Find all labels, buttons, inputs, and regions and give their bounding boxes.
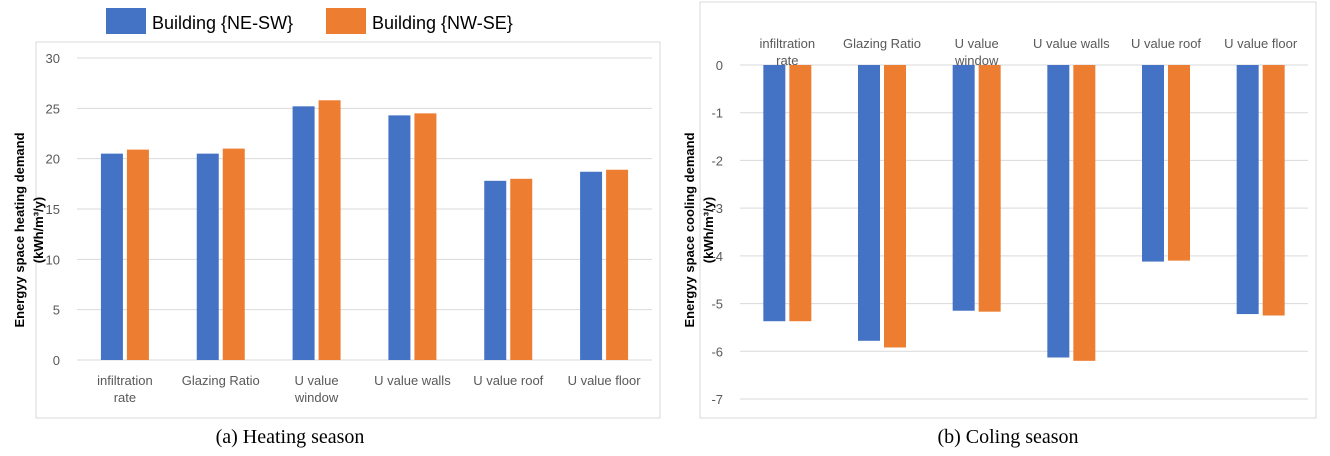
cooling-bar-nw-se [1168, 65, 1190, 261]
heating-category-label: rate [114, 390, 136, 405]
heating-bar-ne-sw [100, 153, 123, 360]
caption-heating: (a) Heating season [216, 426, 365, 448]
heating-bar-nw-se [510, 178, 533, 360]
cooling-category-label: U value floor [1224, 36, 1298, 51]
heating-chart: 0 5 10 15 20 25 30 infiltration rate Glazing Rati… [12, 51, 652, 405]
heating-bar-nw-se [414, 113, 437, 360]
cooling-category-label: U value walls [1033, 36, 1110, 51]
heating-category-label: window [294, 390, 339, 405]
cooling-ytick-label: -5 [711, 297, 723, 312]
heating-yaxis-label: (kWh/m³/y) [31, 197, 46, 263]
cooling-bar-ne-sw [763, 65, 786, 322]
cooling-yaxis-label: (kWh/m³/y) [701, 197, 716, 263]
heating-bar-ne-sw [580, 171, 603, 360]
cooling-category-label: window [954, 53, 999, 68]
heating-yaxis-label: Energyy space heating demand [12, 132, 27, 327]
cooling-bar-nw-se [978, 65, 1001, 312]
cooling-bar-nw-se [789, 65, 812, 322]
cooling-bar-ne-sw [1142, 65, 1164, 262]
heating-bar-ne-sw [388, 115, 411, 360]
cooling-bar-nw-se [884, 65, 906, 348]
heating-category-label: U value roof [473, 373, 543, 388]
heating-bar-ne-sw [292, 106, 315, 360]
heating-ytick-label: 30 [46, 51, 60, 66]
cooling-bar-ne-sw [1236, 65, 1259, 315]
cooling-bar-ne-sw [1047, 65, 1070, 358]
cooling-category-label: infiltration [760, 36, 816, 51]
heating-category-label: U value [295, 373, 339, 388]
legend-swatch-nw-se [326, 8, 366, 34]
cooling-bar-nw-se [1262, 65, 1285, 316]
cooling-category-label: Glazing Ratio [843, 36, 921, 51]
panel-b-frame [699, 1, 1317, 419]
heating-ytick-label: 25 [46, 101, 60, 116]
heating-ytick-label: 15 [46, 202, 60, 217]
cooling-category-label: U value roof [1131, 36, 1201, 51]
cooling-ytick-label: -1 [711, 106, 723, 121]
legend-label-nw-se: Building {NW-SE} [372, 13, 513, 33]
cooling-ytick-label: -3 [711, 201, 723, 216]
heating-bar-ne-sw [484, 180, 507, 360]
heating-bar-nw-se [126, 149, 149, 360]
cooling-chart: 0 -1 -2 -3 -4 -5 -6 -7 infiltration rate Glazing R… [682, 36, 1308, 407]
cooling-ytick-label: -6 [711, 344, 723, 359]
heating-bar-nw-se [318, 100, 341, 360]
caption-cooling: (b) Coling season [937, 426, 1078, 448]
cooling-bar-nw-se [1073, 65, 1096, 361]
heating-category-label: infiltration [97, 373, 153, 388]
panel-a-frame [35, 41, 661, 419]
heating-ytick-label: 5 [53, 303, 60, 318]
legend-swatch-ne-sw [106, 8, 146, 34]
heating-ytick-label: 10 [46, 252, 60, 267]
heating-bar-nw-se [222, 148, 245, 360]
cooling-ytick-label: 0 [716, 58, 723, 73]
cooling-category-label: rate [776, 53, 798, 68]
heating-category-label: U value walls [374, 373, 451, 388]
cooling-category-label: U value [955, 36, 999, 51]
cooling-yaxis-label: Energyy space cooling demand [682, 132, 697, 327]
heating-bar-ne-sw [196, 153, 219, 360]
heating-category-label: Glazing Ratio [182, 373, 260, 388]
cooling-ytick-label: -4 [711, 249, 723, 264]
legend: Building {NE-SW} Building {NW-SE} [106, 8, 513, 34]
cooling-ytick-label: -2 [711, 153, 723, 168]
cooling-ytick-label: -7 [711, 392, 723, 407]
cooling-bar-ne-sw [952, 65, 975, 311]
heating-ytick-label: 20 [46, 152, 60, 167]
legend-label-ne-sw: Building {NE-SW} [152, 13, 293, 33]
heating-category-label: U value floor [568, 373, 642, 388]
cooling-bar-ne-sw [858, 65, 880, 341]
heating-bar-nw-se [606, 169, 629, 360]
heating-ytick-label: 0 [53, 353, 60, 368]
